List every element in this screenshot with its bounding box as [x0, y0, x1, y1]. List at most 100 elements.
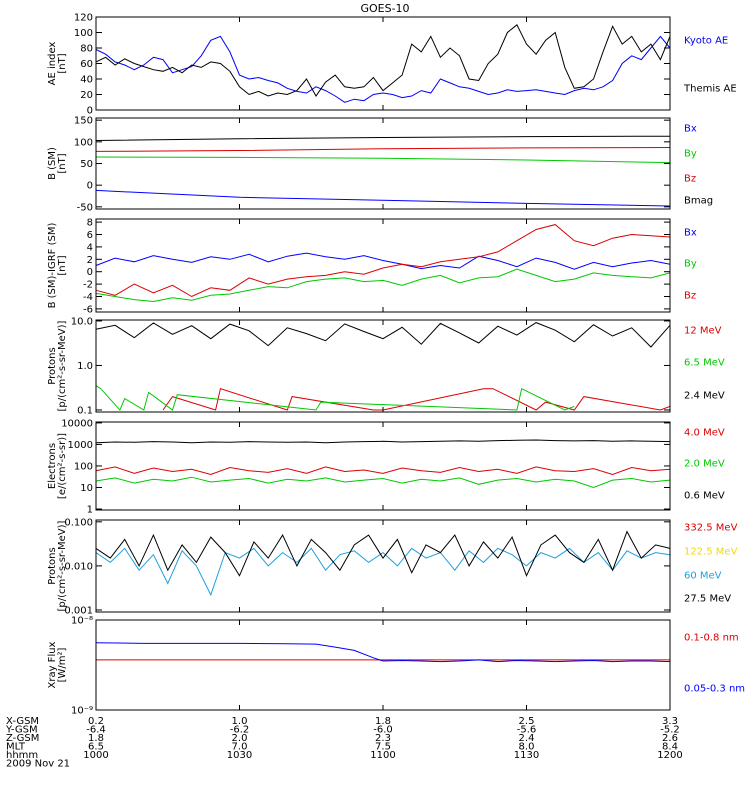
y-tick-label: -4 — [83, 292, 93, 303]
footer-value: 1.0 — [232, 716, 248, 727]
y-tick-label: 10⁻⁹ — [71, 706, 93, 717]
legend-entry: 0.6 MeV — [684, 491, 725, 502]
footer-value: 1130 — [514, 750, 539, 761]
y-axis-label: AE index — [47, 42, 58, 86]
y-tick-label: 100 — [74, 28, 93, 39]
y-tick-label: 120 — [74, 13, 93, 24]
panel-frame — [95, 519, 671, 613]
y-tick-label: 0.100 — [64, 517, 93, 528]
y-tick-label: 80 — [80, 44, 93, 55]
y-tick-label: 150 — [74, 116, 93, 127]
legend-entry: 122.5 MeV — [684, 547, 738, 558]
footer-row-label: X-GSM — [6, 716, 39, 727]
footer-value: -5.6 — [517, 725, 537, 736]
series-line-5-2 — [95, 476, 671, 489]
panel-frame — [95, 421, 671, 511]
series-line-5-3 — [95, 439, 671, 444]
series-line-1-2 — [95, 24, 671, 97]
footer-value: -5.2 — [660, 725, 680, 736]
y-tick-label: 0.010 — [64, 561, 93, 572]
panel-4: 0.1 1.0 10.0 Protons [p/(cm²-s-sr-MeV)] 12 Me… — [47, 316, 725, 416]
legend-entry: 27.5 MeV — [684, 594, 731, 605]
series-line-4-3 — [95, 322, 671, 348]
y-axis-label: Protons — [47, 347, 58, 384]
y-tick-label: 1000 — [68, 440, 93, 451]
footer-row-label: hhmm — [6, 750, 38, 761]
legend-entry: 332.5 MeV — [684, 523, 738, 534]
legend-entry: By — [684, 149, 697, 160]
series-line-1-1 — [95, 35, 671, 103]
series-line-2-2 — [95, 156, 671, 164]
y-axis-label: [p/(cm²-s-sr-MeV)] — [57, 320, 68, 411]
footer-row-label: Z-GSM — [6, 733, 39, 744]
orbit-footer: X-GSM 0.2 1.0 1.8 2.5 3.3 Y-GSM -6.4 -6.2 -6.0 -5.… — [5, 716, 683, 770]
footer-value: 8.0 — [519, 742, 535, 753]
panel-5: 1 10 100 1000 10000 Electrons [e/(cm²-s-sr)] 4.… — [47, 418, 725, 515]
series-line-3-3 — [95, 224, 671, 298]
footer-value: 2.0 — [232, 733, 248, 744]
legend-entry: Bz — [684, 174, 696, 185]
panel-3: -6-4-2 02 468 B (SM)-IGRF (SM) [nT] Bx By Bz — [47, 218, 697, 316]
series-line-5-1 — [95, 466, 671, 476]
legend-entry: 6.5 MeV — [684, 358, 725, 369]
y-tick-label: 60 — [80, 59, 93, 70]
y-tick-label: -2 — [83, 280, 93, 291]
panel-1: 0 20 40 60 80 100 120 AE index [nT] Kyoto AE Themi… — [47, 13, 737, 117]
y-axis-label: Electrons — [47, 443, 58, 489]
footer-value: 7.0 — [232, 742, 248, 753]
footer-row-label: MLT — [6, 742, 26, 753]
y-tick-label: 10 — [80, 483, 93, 494]
series-line-7-2 — [95, 642, 671, 663]
legend-entry: 2.4 MeV — [684, 391, 725, 402]
y-tick-label: 1.0 — [77, 361, 93, 372]
y-axis-label: [nT] — [57, 53, 68, 73]
footer-value: 2.3 — [375, 733, 391, 744]
panel-frame — [95, 619, 671, 711]
footer-value: 2.6 — [662, 733, 678, 744]
y-axis-label: [nT] — [57, 255, 68, 275]
legend-entry: Bmag — [684, 196, 713, 207]
panel-frame — [95, 117, 671, 210]
legend-entry: Bx — [684, 124, 697, 135]
legend-entry: Themis AE — [683, 84, 737, 95]
series-line-3-1 — [95, 252, 671, 270]
y-tick-label: 10.0 — [71, 316, 93, 327]
y-tick-label: 4 — [87, 242, 93, 253]
y-tick-label: 50 — [80, 159, 93, 170]
footer-value: 1100 — [370, 750, 395, 761]
y-axis-label: [nT] — [57, 153, 68, 173]
legend-entry: Bz — [684, 291, 696, 302]
y-tick-label: 20 — [80, 90, 93, 101]
footer-value: 8.4 — [662, 742, 678, 753]
series-line-4-1 — [162, 388, 671, 411]
footer-value: -6.2 — [230, 725, 250, 736]
footer-date: 2009 Nov 21 — [6, 759, 70, 770]
y-axis-label: Xray Flux — [47, 641, 58, 688]
y-tick-label: 100 — [74, 461, 93, 472]
footer-value: -6.4 — [86, 725, 106, 736]
series-line-3-2 — [95, 268, 671, 303]
footer-value: 3.3 — [662, 716, 678, 727]
y-tick-label: 100 — [74, 137, 93, 148]
y-tick-label: -50 — [77, 202, 93, 213]
y-tick-label: 0 — [87, 181, 93, 192]
series-line-2-1 — [95, 189, 671, 207]
footer-value: 0.2 — [88, 716, 104, 727]
footer-value: 1030 — [227, 750, 252, 761]
y-tick-label: 1 — [87, 505, 93, 516]
legend-entry: 12 MeV — [684, 326, 722, 337]
footer-value: 1.8 — [88, 733, 104, 744]
series-line-6-3 — [95, 547, 671, 597]
y-axis-label: [W/m²] — [57, 647, 68, 682]
y-tick-label: 6 — [87, 230, 93, 241]
y-axis-label: [p/(cm²-s-sr-MeV)] — [57, 520, 68, 611]
y-axis-label: [e/(cm²-s-sr)] — [57, 433, 68, 499]
y-axis-label: Protons — [47, 547, 58, 584]
y-tick-label: 40 — [80, 75, 93, 86]
panel-2: -50 0 50 100 150 B (SM) [nT] Bx By Bz Bmag — [47, 116, 713, 214]
legend-entry: 0.1-0.8 nm — [684, 633, 739, 644]
y-axis-label: B (SM)-IGRF (SM) — [47, 223, 58, 309]
y-tick-label: 2 — [87, 255, 93, 266]
